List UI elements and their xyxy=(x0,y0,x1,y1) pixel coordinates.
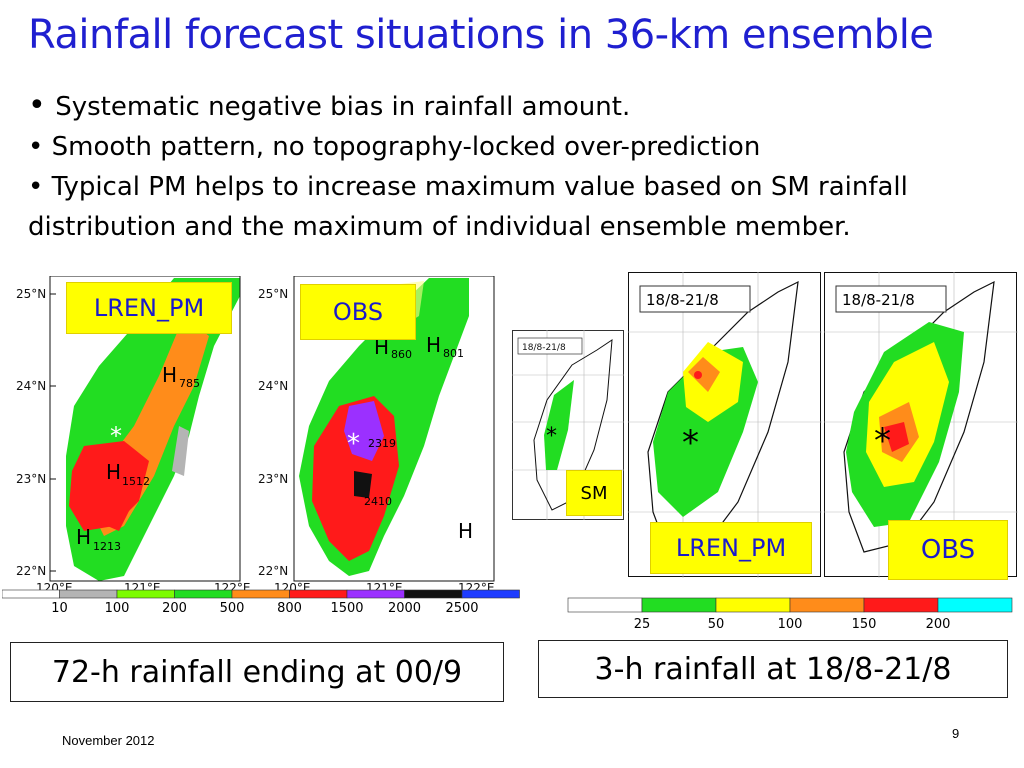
colorbar-tick-label: 200 xyxy=(926,617,951,632)
bullet-item: • Systematic negative bias in rainfall a… xyxy=(28,88,631,123)
bullet-list: • Systematic negative bias in rainfall a… xyxy=(28,86,998,247)
label-lren-pm-3h: LREN_PM xyxy=(650,522,812,574)
star-marker: * xyxy=(347,429,360,459)
bullet-item: • Typical PM helps to increase maximum v… xyxy=(28,172,908,242)
page-number: 9 xyxy=(952,726,960,741)
star-marker: * xyxy=(874,421,891,461)
high-value: 860 xyxy=(391,348,412,361)
colorbar-segment xyxy=(404,589,463,599)
colorbar-tick-label: 800 xyxy=(277,601,302,616)
colorbar-tick-label: 1500 xyxy=(330,601,363,616)
colorbar-segment xyxy=(174,589,233,599)
date-label: 18/8-21/8 xyxy=(522,343,566,353)
high-value: 1512 xyxy=(122,475,150,488)
star-marker: * xyxy=(682,423,699,463)
colorbar-segment xyxy=(346,589,405,599)
caption-72h: 72-h rainfall ending at 00/9 xyxy=(10,642,504,702)
high-value: 801 xyxy=(443,347,464,360)
colorbar-segment xyxy=(289,589,348,599)
high-marker: H xyxy=(76,525,91,549)
lat-label: 24°N xyxy=(258,379,288,393)
star-marker: * xyxy=(546,424,557,449)
colorbar-segment xyxy=(567,597,643,613)
high-value: 785 xyxy=(179,377,200,390)
high-marker: H xyxy=(374,335,389,359)
lat-label: 22°N xyxy=(16,564,46,578)
colorbar-tick-label: 2500 xyxy=(445,601,478,616)
high-value: 1213 xyxy=(93,540,121,553)
date-label: 18/8-21/8 xyxy=(646,291,719,309)
footer-date: November 2012 xyxy=(62,733,155,748)
colorbar-segment xyxy=(937,597,1013,613)
star-marker: * xyxy=(110,422,122,450)
colorbar-segment xyxy=(231,589,290,599)
label-lren-pm: LREN_PM xyxy=(66,282,232,334)
colorbar-segment xyxy=(715,597,791,613)
label-obs-3h: OBS xyxy=(888,520,1008,580)
colorbar-tick-label: 2000 xyxy=(388,601,421,616)
lat-label: 22°N xyxy=(258,564,288,578)
colorbar-tick-label: 100 xyxy=(105,601,130,616)
high-value: 2410 xyxy=(364,495,392,508)
high-marker: H xyxy=(162,363,177,387)
colorbar-3h: 25 50 100 150 200 xyxy=(567,597,1013,632)
colorbar-tick-label: 25 xyxy=(634,617,651,632)
colorbar-segment xyxy=(59,589,118,599)
lat-label: 23°N xyxy=(258,472,288,486)
colorbar-tick-label: 200 xyxy=(162,601,187,616)
high-marker: H xyxy=(426,333,441,357)
caption-3h: 3-h rainfall at 18/8-21/8 xyxy=(538,640,1008,698)
colorbar-72h: 10 100 200 500 800 1500 2000 2500 xyxy=(2,589,520,616)
high-value: 2319 xyxy=(368,437,396,450)
high-marker: H xyxy=(106,460,121,484)
slide-title: Rainfall forecast situations in 36-km en… xyxy=(28,12,934,58)
high-marker: H xyxy=(458,519,473,543)
lat-label: 25°N xyxy=(16,287,46,301)
lat-label: 23°N xyxy=(16,472,46,486)
colorbar-segment xyxy=(2,589,60,599)
label-obs: OBS xyxy=(300,284,416,340)
bullet-item: • Smooth pattern, no topography-locked o… xyxy=(28,132,761,162)
lat-label: 25°N xyxy=(258,287,288,301)
label-sm: SM xyxy=(566,470,622,516)
colorbar-segment xyxy=(461,589,520,599)
colorbar-segment xyxy=(789,597,865,613)
colorbar-tick-label: 100 xyxy=(778,617,803,632)
colorbar-tick-label: 500 xyxy=(220,601,245,616)
colorbar-tick-label: 50 xyxy=(708,617,725,632)
colorbar-tick-label: 10 xyxy=(51,601,68,616)
lat-label: 24°N xyxy=(16,379,46,393)
colorbar-segment xyxy=(863,597,939,613)
colorbar-segment xyxy=(641,597,717,613)
colorbar-tick-label: 150 xyxy=(852,617,877,632)
date-label: 18/8-21/8 xyxy=(842,291,915,309)
colorbar-segment xyxy=(116,589,175,599)
